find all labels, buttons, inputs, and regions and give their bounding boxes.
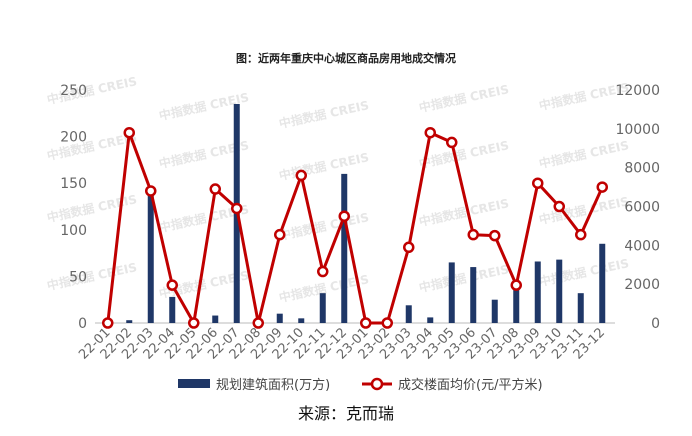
line-point bbox=[424, 126, 436, 139]
line-point bbox=[467, 228, 479, 241]
line-point bbox=[338, 210, 350, 222]
line-point bbox=[596, 181, 608, 193]
line-point bbox=[209, 183, 221, 195]
watermark-text: 中指数据 CREIS bbox=[538, 137, 631, 171]
chart-title: 图：近两年重庆中心城区商品房用地成交情况 bbox=[236, 51, 456, 65]
right-axis: 0 2000 4000 6000 8000 10000 12000 bbox=[615, 83, 660, 332]
bar bbox=[448, 262, 455, 323]
line-point bbox=[231, 202, 243, 215]
line-series bbox=[102, 126, 608, 329]
bar bbox=[212, 315, 219, 323]
line-point bbox=[274, 228, 286, 241]
left-tick-label: 150 bbox=[60, 176, 87, 192]
right-tick-label: 6000 bbox=[624, 200, 660, 216]
watermark-text: 中指数据 CREIS bbox=[418, 137, 511, 171]
bar bbox=[577, 293, 584, 323]
left-tick-label: 50 bbox=[69, 269, 87, 285]
legend-bar-label: 规划建筑面积(万方) bbox=[216, 377, 330, 393]
legend: 规划建筑面积(万方) 成交楼面均价(元/平方米) bbox=[178, 377, 543, 393]
watermark-text: 中指数据 CREIS bbox=[538, 255, 631, 289]
source-note: 来源：克而瑞 bbox=[298, 404, 394, 423]
x-axis: 22-0122-0222-0322-0422-0522-0622-0722-08… bbox=[76, 325, 608, 362]
bar bbox=[147, 187, 154, 323]
right-tick-label: 12000 bbox=[615, 83, 660, 99]
bar bbox=[298, 318, 305, 323]
bar bbox=[276, 313, 283, 323]
line-point bbox=[489, 229, 501, 242]
left-tick-label: 200 bbox=[60, 130, 87, 146]
bar bbox=[534, 261, 541, 323]
bar bbox=[169, 296, 176, 323]
bar bbox=[427, 317, 434, 323]
line-point bbox=[360, 317, 372, 329]
bar bbox=[126, 320, 133, 323]
watermark-text: 中指数据 CREIS bbox=[418, 261, 511, 295]
bar bbox=[513, 283, 520, 323]
watermark-text: 中指数据 CREIS bbox=[418, 81, 511, 115]
line-point bbox=[510, 279, 522, 291]
right-tick-label: 4000 bbox=[624, 238, 660, 254]
watermark-text: 中指数据 CREIS bbox=[278, 149, 371, 183]
legend-line-label: 成交楼面均价(元/平方米) bbox=[398, 377, 543, 393]
right-tick-label: 8000 bbox=[624, 161, 660, 177]
right-tick-label: 10000 bbox=[615, 122, 660, 138]
line-point bbox=[295, 169, 307, 182]
line-point bbox=[166, 279, 178, 291]
watermark-text: 中指数据 CREIS bbox=[278, 97, 371, 131]
line-point bbox=[145, 185, 157, 197]
right-tick-label: 0 bbox=[651, 316, 660, 332]
line-point bbox=[403, 241, 415, 254]
watermark-text: 中指数据 CREIS bbox=[278, 209, 371, 243]
bar bbox=[405, 305, 412, 323]
line-point bbox=[553, 200, 565, 213]
bar bbox=[556, 259, 563, 323]
legend-line-marker bbox=[370, 377, 384, 391]
line-point bbox=[252, 317, 264, 329]
left-tick-label: 0 bbox=[78, 316, 87, 332]
watermark-text: 中指数据 CREIS bbox=[46, 259, 139, 293]
left-tick-label: 250 bbox=[60, 83, 87, 99]
left-tick-label: 100 bbox=[60, 223, 87, 239]
price-line bbox=[106, 131, 604, 325]
bar bbox=[341, 173, 348, 323]
line-point bbox=[317, 265, 329, 278]
bar bbox=[491, 299, 498, 323]
bar bbox=[470, 267, 477, 323]
line-point bbox=[123, 126, 135, 139]
watermark-text: 中指数据 CREIS bbox=[46, 191, 139, 225]
line-point bbox=[446, 136, 458, 149]
right-tick-label: 2000 bbox=[624, 277, 660, 293]
line-point bbox=[188, 317, 200, 329]
line-point bbox=[532, 177, 544, 189]
bar bbox=[319, 293, 326, 323]
line-point bbox=[381, 317, 393, 329]
line-point bbox=[575, 228, 587, 241]
bar bbox=[599, 243, 606, 323]
line-point bbox=[102, 317, 114, 329]
legend-bar-swatch bbox=[178, 379, 210, 388]
left-axis: 0 50 100 150 200 250 bbox=[60, 83, 87, 332]
